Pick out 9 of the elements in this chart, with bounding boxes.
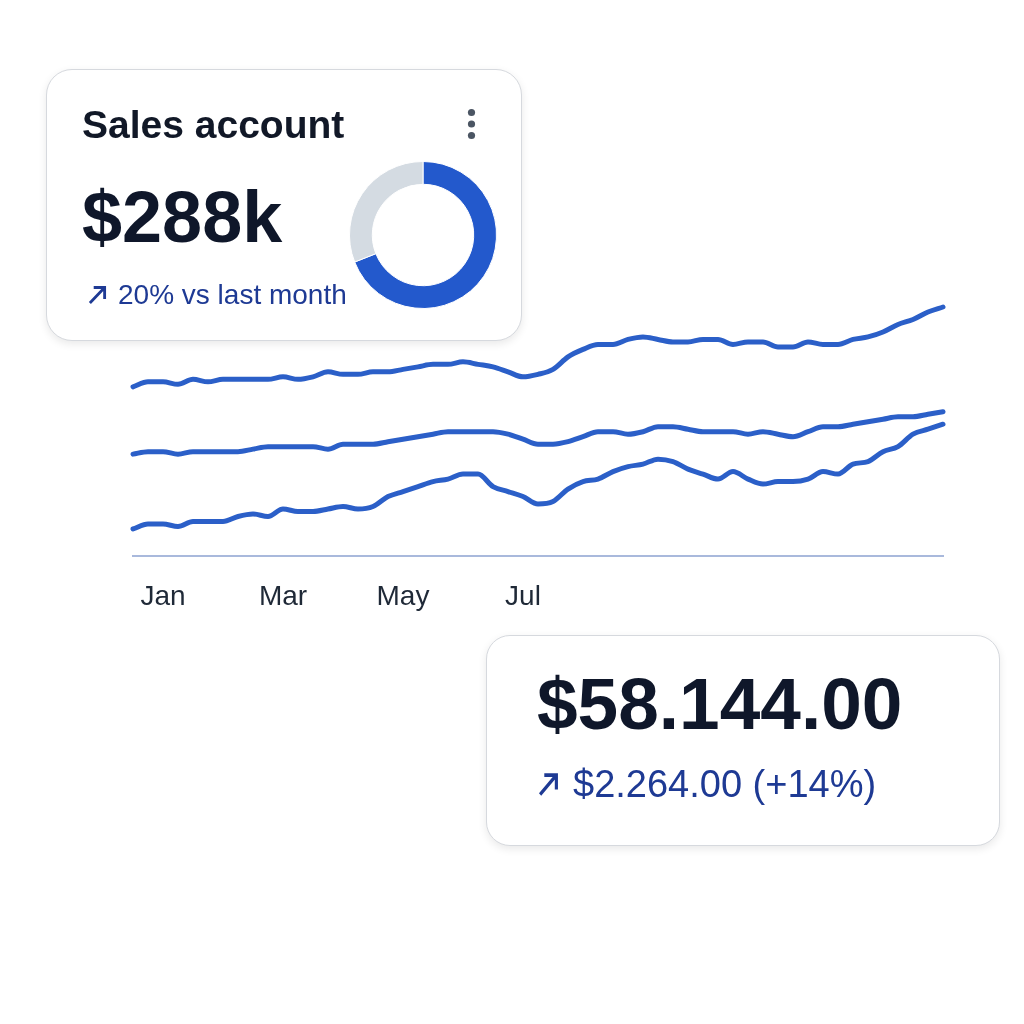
x-tick-label: May [376,579,430,611]
chart-title: Sales account [82,103,345,146]
x-tick-label: Mar [258,579,308,611]
x-tick-label: Jan [140,579,186,611]
text: $288k [82,177,283,257]
text: $58.144.00 [537,663,903,744]
x-tick-label: Jul [505,579,541,611]
annotation: 20% vs last month [118,279,347,310]
text: $2.264.00 (+14%) [573,763,877,805]
